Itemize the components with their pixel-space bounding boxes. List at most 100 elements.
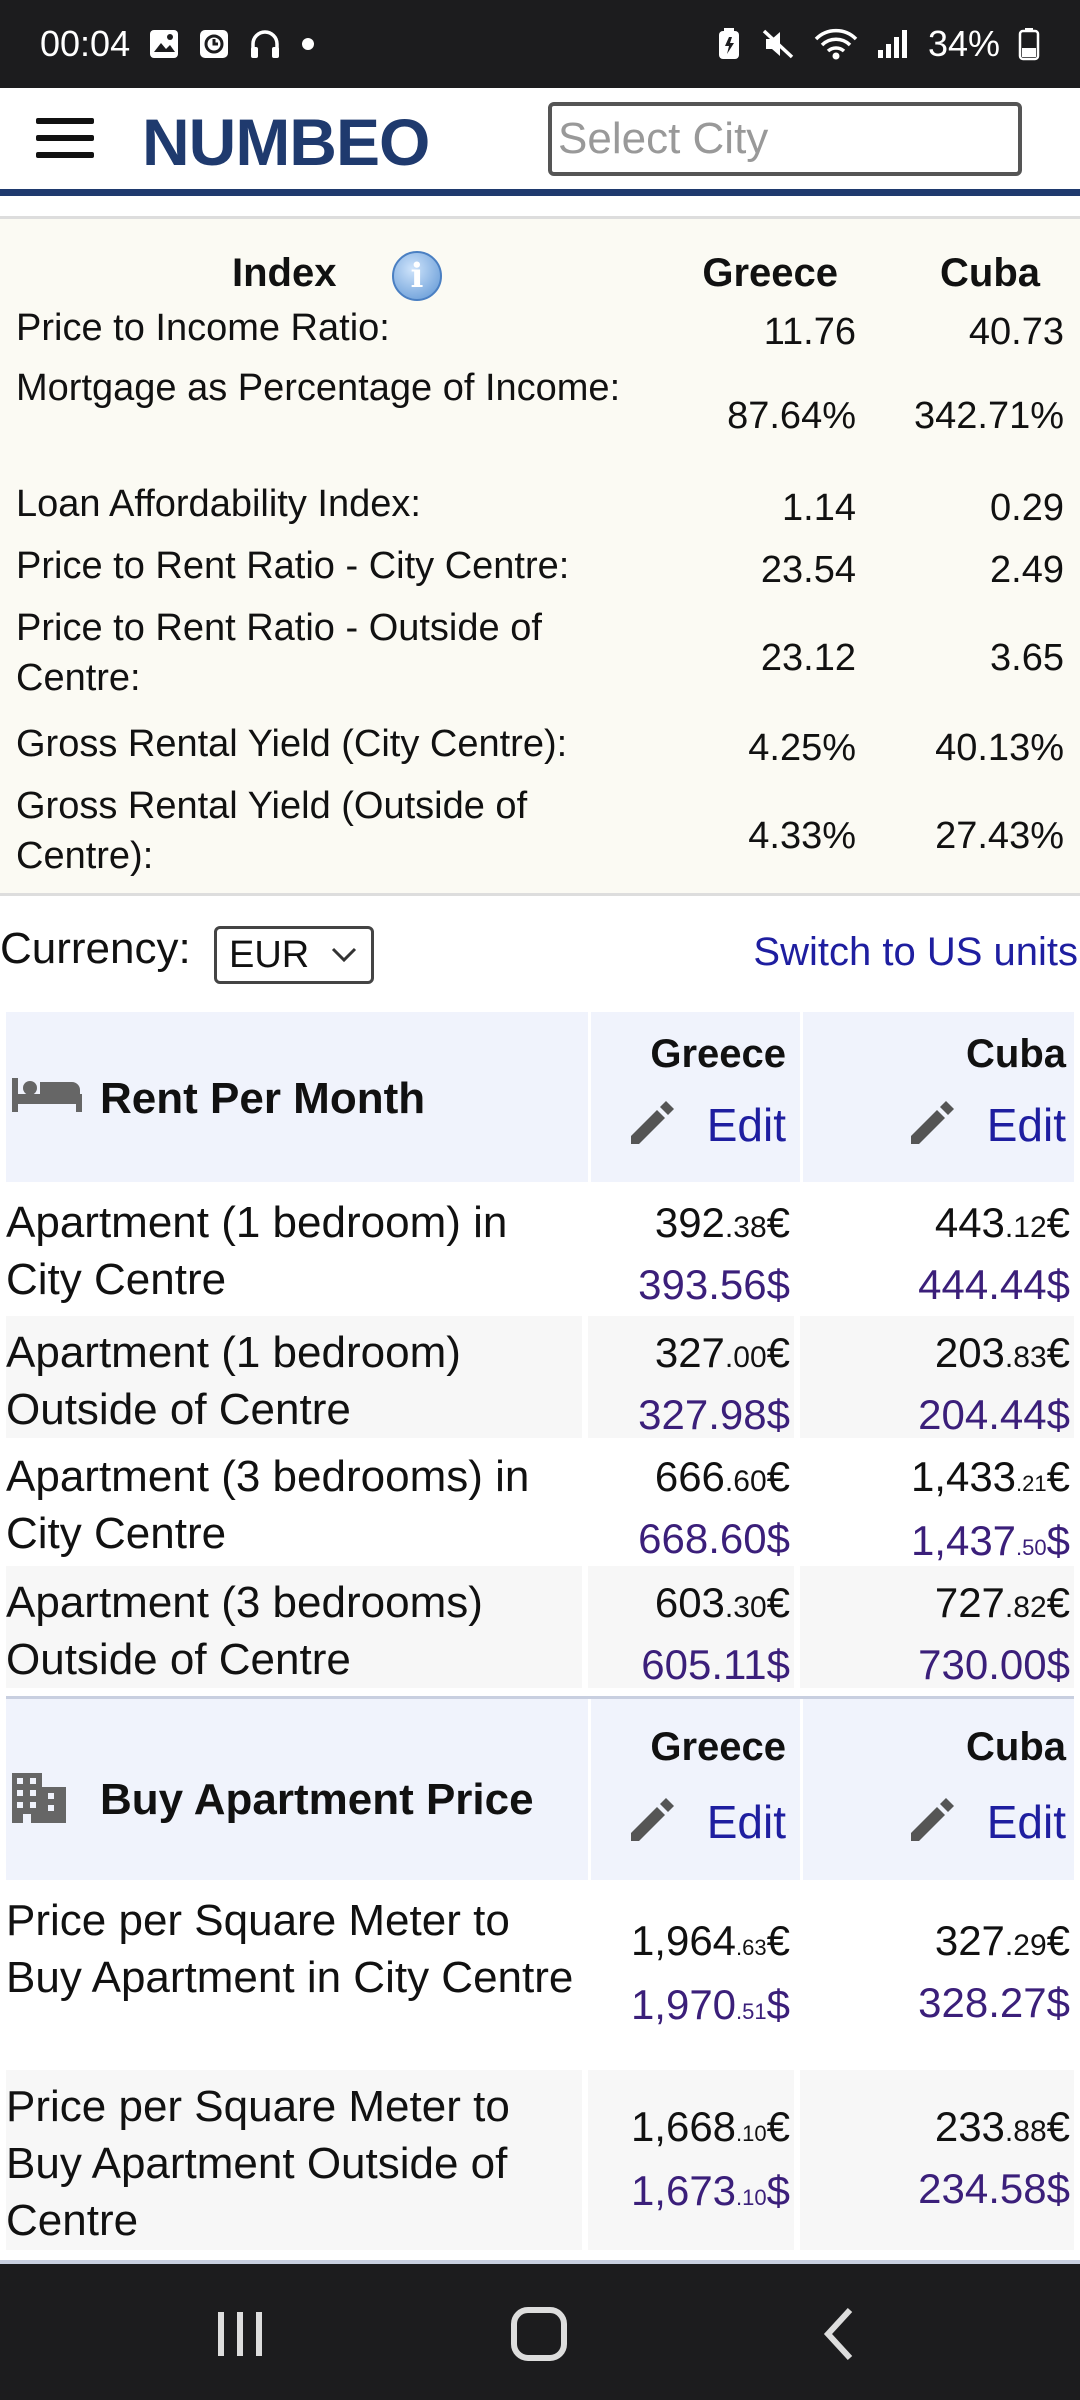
edit-cuba-rent-button[interactable]: Edit — [905, 1094, 1066, 1155]
buy-section-header: Buy Apartment Price Greece Edit Cuba Edi… — [6, 1696, 1074, 1880]
table-row: Apartment (1 bedroom) in City Centre 392… — [6, 1186, 1074, 1314]
row-label: Price per Square Meter to Buy Apartment … — [6, 1896, 574, 2002]
index-row-cuba-value: 40.73 — [968, 311, 1064, 353]
index-header-greece: Greece — [702, 251, 838, 295]
cuba-price-cell: 443.12€ 444.44$ — [918, 1199, 1070, 1308]
edit-cuba-buy-button[interactable]: Edit — [905, 1791, 1066, 1852]
row-label: Price per Square Meter to Buy Apartment … — [6, 2070, 582, 2250]
system-nav-bar — [0, 2260, 1080, 2400]
row-label: Apartment (3 bedrooms) in City Centre — [6, 1452, 530, 1558]
currency-select[interactable]: EUR — [214, 926, 374, 984]
index-row-greece-value: 23.12 — [760, 637, 856, 679]
index-row-cuba-value: 40.13% — [935, 727, 1064, 769]
index-row: Price to Income Ratio: 11.76 40.73 — [0, 299, 1080, 359]
dot-icon — [300, 36, 316, 52]
table-row: Price per Square Meter to Buy Apartment … — [6, 1884, 1074, 2068]
index-row-label: Price to Income Ratio: — [16, 307, 390, 349]
index-header-cuba: Cuba — [940, 251, 1040, 295]
index-row-greece-value: 4.33% — [748, 815, 856, 857]
index-row-cuba-value: 342.71% — [913, 395, 1064, 437]
buy-section-title: Buy Apartment Price — [100, 1775, 534, 1824]
index-row: Gross Rental Yield (Outside of Centre): … — [0, 777, 1080, 887]
index-row-cuba-value: 0.29 — [990, 487, 1064, 529]
edit-label: Edit — [706, 1098, 786, 1151]
status-bar: 00:04 34% — [0, 0, 1080, 88]
table-row: Apartment (3 bedrooms) Outside of Centre… — [6, 1566, 1074, 1688]
edit-greece-buy-button[interactable]: Edit — [625, 1791, 786, 1852]
index-row-label: Loan Affordability Index: — [16, 483, 421, 525]
gallery-icon — [148, 28, 180, 60]
index-row-cuba-value: 2.49 — [990, 549, 1064, 591]
index-row: Loan Affordability Index: 1.14 0.29 — [0, 475, 1080, 535]
rent-section-header: Rent Per Month Greece Edit Cuba Edit — [6, 1012, 1074, 1182]
index-row: Mortgage as Percentage of Income: 87.64%… — [0, 359, 1080, 469]
index-row: Gross Rental Yield (City Centre): 4.25% … — [0, 715, 1080, 775]
index-row-label: Price to Rent Ratio - Outside of Centre: — [16, 607, 542, 699]
index-row-label: Price to Rent Ratio - City Centre: — [16, 545, 570, 587]
index-row-label: Gross Rental Yield (Outside of Centre): — [16, 785, 528, 877]
battery-icon — [1018, 27, 1040, 61]
table-row: Apartment (3 bedrooms) in City Centre 66… — [6, 1440, 1074, 1564]
headphones-icon — [248, 28, 282, 60]
row-label: Apartment (1 bedroom) Outside of Centre — [6, 1316, 582, 1438]
info-icon[interactable]: i — [392, 251, 442, 301]
greece-price-cell: 666.60€ 668.60$ — [638, 1453, 790, 1562]
index-row: Price to Rent Ratio - Outside of Centre:… — [0, 599, 1080, 709]
wifi-icon — [814, 27, 858, 61]
currency-row: Currency: EUR Switch to US units — [0, 920, 1080, 990]
index-row-cuba-value: 3.65 — [990, 637, 1064, 679]
back-icon[interactable] — [800, 2304, 880, 2364]
cuba-price-cell: 327.29€ 328.27$ — [918, 1917, 1070, 2026]
switch-units-link[interactable]: Switch to US units — [753, 930, 1078, 974]
currency-selected-value: EUR — [229, 934, 310, 976]
index-row-greece-value: 4.25% — [748, 727, 856, 769]
hamburger-menu-icon[interactable] — [36, 118, 94, 162]
edit-label: Edit — [706, 1795, 786, 1848]
cuba-price-cell: 203.83€ 204.44$ — [800, 1316, 1074, 1438]
bed-icon — [10, 1074, 84, 1119]
edit-greece-rent-button[interactable]: Edit — [625, 1094, 786, 1155]
index-row: Price to Rent Ratio - City Centre: 23.54… — [0, 537, 1080, 597]
greece-price-cell: 1,668.10€ 1,673.10$ — [588, 2070, 794, 2250]
row-label: Apartment (1 bedroom) in City Centre — [6, 1198, 508, 1304]
battery-saver-icon — [716, 27, 742, 61]
recent-apps-icon[interactable] — [200, 2304, 280, 2364]
greece-price-cell: 327.00€ 327.98$ — [588, 1316, 794, 1438]
index-row-label: Gross Rental Yield (City Centre): — [16, 723, 568, 765]
index-row-greece-value: 23.54 — [760, 549, 856, 591]
pencil-icon — [905, 1094, 961, 1155]
building-icon — [10, 1769, 68, 1830]
buy-col-greece: Greece — [650, 1725, 786, 1769]
index-row-greece-value: 87.64% — [727, 395, 856, 437]
row-label: Apartment (3 bedrooms) Outside of Centre — [6, 1566, 582, 1688]
cuba-price-cell: 727.82€ 730.00$ — [800, 1566, 1074, 1688]
battery-percent: 34% — [927, 23, 1000, 64]
clock-app-icon — [198, 28, 230, 60]
edit-label: Edit — [986, 1098, 1066, 1151]
rent-section-title: Rent Per Month — [100, 1074, 426, 1123]
greece-price-cell: 603.30€ 605.11$ — [588, 1566, 794, 1688]
index-table: Index i Greece Cuba Price to Income Rati… — [0, 216, 1080, 896]
index-row-label: Mortgage as Percentage of Income: — [16, 367, 621, 409]
cuba-price-cell: 1,433.21€ 1,437.50$ — [910, 1453, 1070, 1564]
greece-price-cell: 1,964.63€ 1,970.51$ — [630, 1917, 790, 2028]
select-city-input[interactable] — [548, 102, 1022, 176]
index-row-cuba-value: 27.43% — [935, 815, 1064, 857]
greece-price-cell: 392.38€ 393.56$ — [638, 1199, 790, 1308]
rent-col-greece: Greece — [650, 1032, 786, 1076]
index-row-greece-value: 1.14 — [782, 487, 856, 529]
numbeo-logo[interactable]: NUMBEO — [142, 105, 430, 179]
app-header: NUMBEO — [0, 88, 1080, 196]
chevron-down-icon — [329, 929, 359, 998]
buy-col-cuba: Cuba — [966, 1725, 1066, 1769]
mute-icon — [760, 27, 796, 61]
home-icon[interactable] — [500, 2304, 580, 2364]
pencil-icon — [625, 1791, 681, 1852]
index-header-label: Index — [232, 251, 337, 295]
signal-icon — [876, 28, 910, 60]
status-time: 00:04 — [40, 23, 131, 64]
currency-label: Currency: — [0, 924, 191, 973]
cuba-price-cell: 233.88€ 234.58$ — [800, 2070, 1074, 2250]
rent-col-cuba: Cuba — [966, 1032, 1066, 1076]
pencil-icon — [905, 1791, 961, 1852]
